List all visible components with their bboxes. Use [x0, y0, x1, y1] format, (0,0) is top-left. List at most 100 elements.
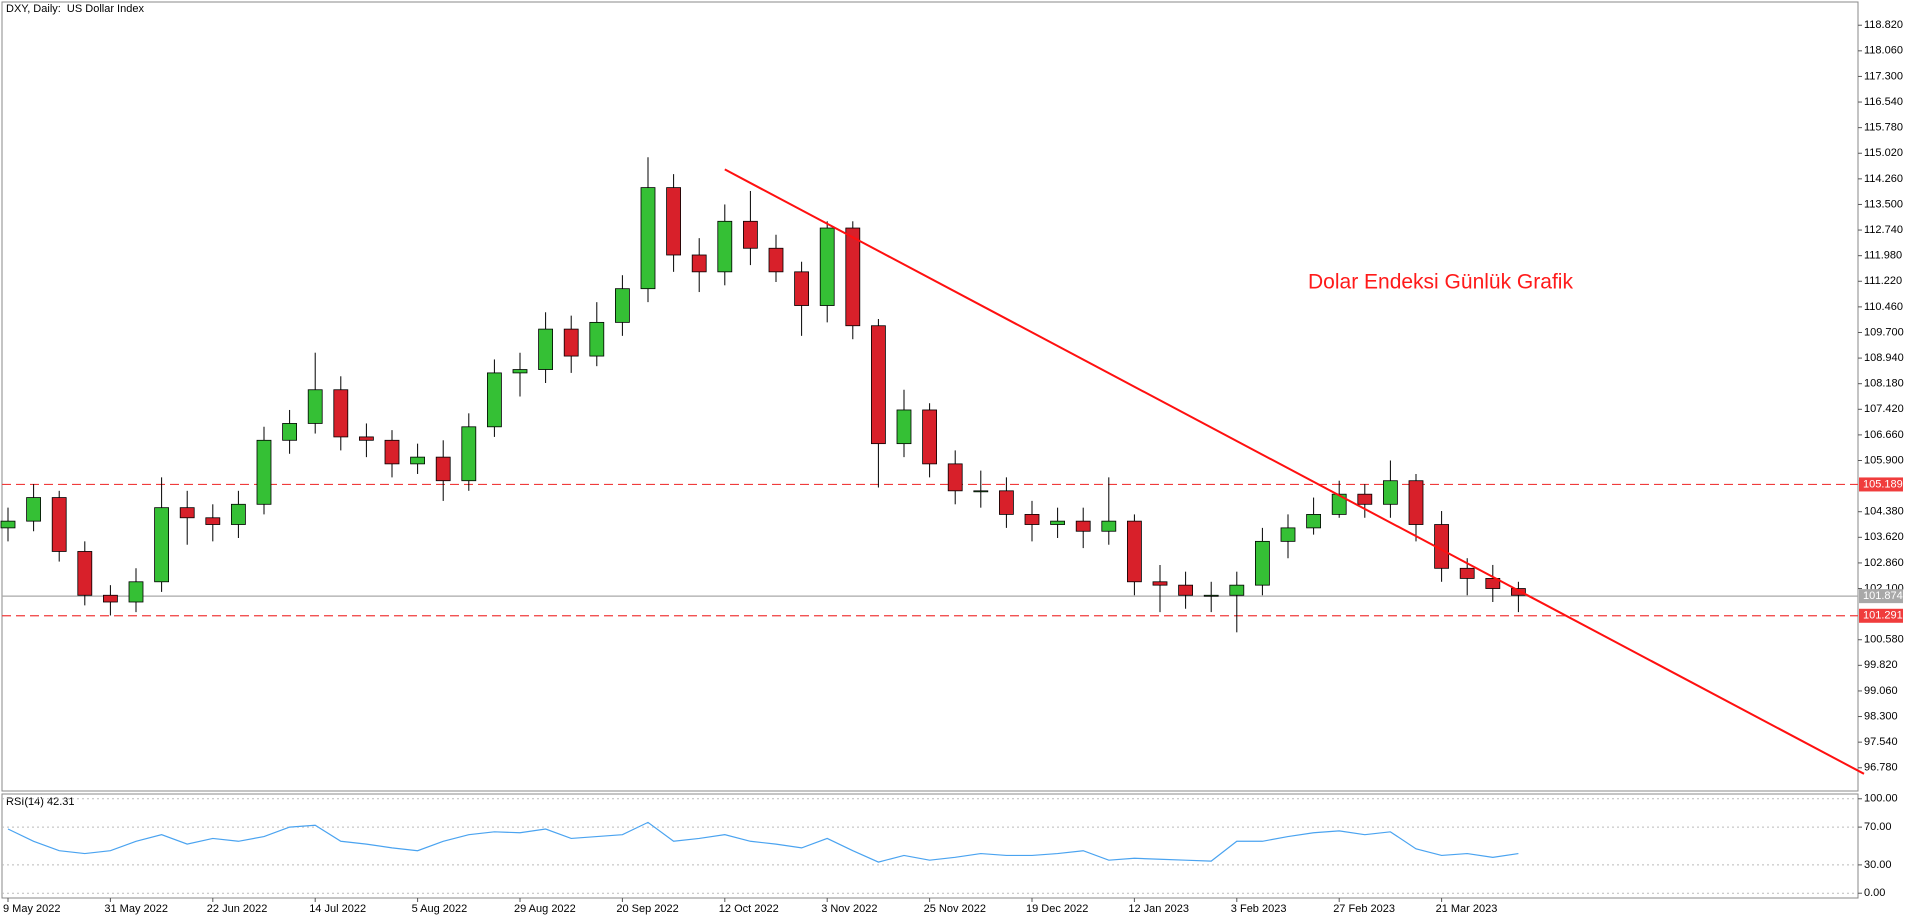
y-tick-label: 104.380	[1864, 506, 1904, 518]
x-tick-label: 21 Mar 2023	[1436, 903, 1498, 915]
y-tick-label: 0.00	[1864, 887, 1885, 899]
candle-body	[384, 439, 400, 465]
candle-body	[538, 328, 553, 370]
candle-body	[640, 187, 656, 290]
candle-body	[256, 439, 272, 505]
x-tick-label: 3 Nov 2022	[821, 903, 877, 915]
x-tick-label: 12 Oct 2022	[719, 903, 779, 915]
candle-body	[871, 325, 886, 445]
candle-body	[1101, 520, 1117, 532]
y-tick-label: 113.500	[1864, 198, 1903, 210]
candle-body	[103, 594, 118, 603]
y-tick-label: 118.060	[1864, 45, 1903, 57]
x-tick-label: 29 Aug 2022	[514, 903, 576, 915]
candle-body	[1050, 520, 1065, 525]
candle-body	[768, 247, 784, 273]
y-tick-label: 114.260	[1864, 173, 1903, 185]
level-label: 101.291	[1863, 610, 1903, 622]
candle-body	[743, 220, 758, 249]
y-tick-label: 99.820	[1864, 659, 1898, 671]
x-tick-label: 3 Feb 2023	[1231, 903, 1287, 915]
candle-body	[333, 389, 349, 438]
candle-body	[589, 321, 605, 357]
candle-body	[461, 426, 477, 482]
candle-body	[1127, 520, 1142, 583]
candle-body	[563, 328, 579, 357]
candle-body	[819, 227, 835, 306]
x-tick-label: 20 Sep 2022	[616, 903, 678, 915]
y-tick-label: 116.540	[1864, 96, 1903, 108]
y-tick-label: 100.00	[1864, 793, 1898, 805]
candle-body	[1075, 520, 1091, 532]
y-tick-label: 30.00	[1864, 859, 1892, 871]
y-tick-label: 118.820	[1864, 19, 1903, 31]
candle-body	[51, 497, 67, 552]
candle-body	[1306, 514, 1321, 529]
candle-body	[973, 490, 989, 493]
y-tick-label: 97.540	[1864, 736, 1898, 748]
candle-body	[179, 507, 195, 519]
candle-body	[947, 463, 963, 492]
candle-body	[1459, 567, 1475, 579]
candle-body	[1229, 584, 1245, 596]
candle-body	[1178, 584, 1193, 596]
y-tick-label: 111.980	[1864, 250, 1902, 262]
y-tick-label: 106.660	[1864, 429, 1904, 441]
x-tick-label: 25 Nov 2022	[924, 903, 986, 915]
candle-body	[717, 220, 733, 273]
x-tick-label: 31 May 2022	[104, 903, 168, 915]
annotation: Dolar Endeksi Günlük Grafik	[1308, 271, 1573, 294]
y-tick-label: 102.860	[1864, 557, 1904, 569]
y-tick-label: 100.580	[1864, 634, 1904, 646]
y-tick-label: 110.460	[1864, 301, 1903, 313]
candle-body	[77, 551, 93, 596]
candle-body	[1255, 540, 1270, 586]
x-tick-label: 12 Jan 2023	[1128, 903, 1189, 915]
level-label-bg	[1859, 589, 1903, 604]
candle-body	[1357, 493, 1373, 505]
candle-body	[1511, 588, 1526, 596]
level-label-bg	[1859, 477, 1903, 492]
candle-body	[666, 187, 681, 256]
candle-body	[845, 227, 861, 327]
candle-body	[1203, 594, 1219, 597]
x-tick-label: 27 Feb 2023	[1333, 903, 1395, 915]
y-tick-label: 96.780	[1864, 762, 1898, 774]
candle-body	[512, 369, 528, 374]
candle-body	[205, 517, 221, 525]
candle-body	[794, 271, 809, 306]
y-tick-label: 111.220	[1864, 275, 1902, 287]
candle-body	[0, 520, 16, 529]
y-tick-label: 99.060	[1864, 685, 1898, 697]
y-tick-label: 107.420	[1864, 403, 1904, 415]
level-label: 105.189	[1863, 478, 1903, 490]
candle-body	[410, 456, 426, 465]
candle-body	[358, 436, 374, 441]
candle-body	[1383, 480, 1398, 505]
candle-body	[999, 490, 1014, 515]
candle-body	[1331, 493, 1347, 515]
y-tick-label: 108.940	[1864, 352, 1904, 364]
candle-body	[615, 288, 630, 323]
candle-body	[1280, 527, 1296, 542]
main-frame	[1, 1, 1859, 792]
trendline	[724, 168, 1865, 775]
candle-body	[1024, 514, 1040, 525]
candle-body	[307, 389, 323, 424]
candle-body	[435, 456, 451, 482]
y-tick-label: 70.00	[1864, 821, 1892, 833]
level-label-bg	[1859, 608, 1903, 623]
y-tick-label: 108.180	[1864, 378, 1904, 390]
candle-body	[282, 423, 298, 441]
x-tick-label: 9 May 2022	[3, 903, 60, 915]
y-tick-label: 115.020	[1864, 147, 1903, 159]
rsi-line	[7, 821, 1519, 863]
candle-body	[128, 581, 144, 603]
candle-body	[1485, 578, 1501, 589]
x-tick-label: 19 Dec 2022	[1026, 903, 1088, 915]
x-tick-label: 22 Jun 2022	[207, 903, 268, 915]
candle-body	[230, 503, 246, 525]
y-tick-label: 103.620	[1864, 531, 1904, 543]
